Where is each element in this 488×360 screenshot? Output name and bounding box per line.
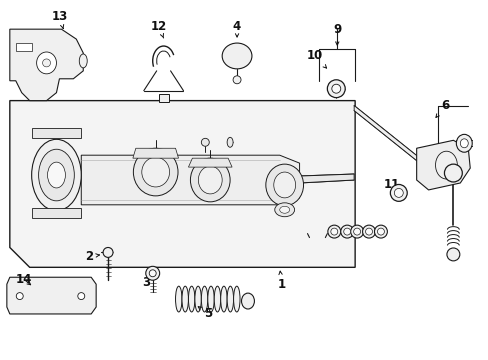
Ellipse shape	[265, 164, 303, 206]
Ellipse shape	[327, 225, 340, 238]
Polygon shape	[353, 105, 427, 170]
Text: 5: 5	[198, 307, 212, 320]
Ellipse shape	[273, 172, 295, 198]
Ellipse shape	[175, 286, 182, 312]
Ellipse shape	[389, 184, 407, 201]
Text: 13: 13	[51, 10, 67, 28]
Text: 1: 1	[277, 271, 285, 291]
Ellipse shape	[459, 139, 468, 148]
Text: 10: 10	[305, 49, 326, 68]
Polygon shape	[133, 148, 178, 158]
Ellipse shape	[226, 286, 233, 312]
Ellipse shape	[455, 134, 471, 152]
Polygon shape	[416, 140, 469, 190]
Text: 12: 12	[150, 20, 166, 38]
Ellipse shape	[393, 188, 403, 197]
Ellipse shape	[222, 43, 251, 69]
Polygon shape	[81, 155, 299, 205]
Bar	[158, 94, 168, 102]
Polygon shape	[10, 29, 83, 100]
Ellipse shape	[149, 270, 156, 277]
Ellipse shape	[343, 228, 350, 235]
Ellipse shape	[446, 248, 459, 261]
Polygon shape	[10, 100, 354, 267]
Polygon shape	[16, 43, 32, 51]
Text: 6: 6	[435, 99, 448, 117]
Ellipse shape	[374, 225, 386, 238]
Ellipse shape	[435, 151, 456, 179]
Ellipse shape	[133, 148, 178, 196]
Ellipse shape	[37, 52, 56, 74]
Ellipse shape	[241, 293, 254, 309]
Text: 8: 8	[454, 139, 468, 152]
Ellipse shape	[201, 286, 207, 312]
Ellipse shape	[188, 286, 195, 312]
Ellipse shape	[198, 166, 222, 194]
Text: 2: 2	[85, 250, 99, 263]
Ellipse shape	[233, 76, 241, 84]
Text: 11: 11	[383, 179, 399, 192]
Polygon shape	[32, 129, 81, 138]
Polygon shape	[7, 277, 96, 314]
Ellipse shape	[16, 293, 23, 300]
Ellipse shape	[214, 286, 220, 312]
Ellipse shape	[207, 286, 214, 312]
Ellipse shape	[233, 286, 240, 312]
Ellipse shape	[444, 164, 461, 182]
Ellipse shape	[350, 225, 363, 238]
Ellipse shape	[39, 149, 74, 201]
Ellipse shape	[279, 206, 289, 213]
Ellipse shape	[220, 286, 226, 312]
Ellipse shape	[182, 286, 188, 312]
Polygon shape	[188, 158, 232, 167]
Polygon shape	[32, 208, 81, 218]
Polygon shape	[299, 174, 353, 183]
Ellipse shape	[142, 157, 169, 187]
Ellipse shape	[79, 54, 87, 68]
Ellipse shape	[365, 228, 372, 235]
Ellipse shape	[42, 59, 50, 67]
Text: 7: 7	[431, 168, 445, 181]
Ellipse shape	[32, 139, 81, 211]
Ellipse shape	[330, 228, 337, 235]
Ellipse shape	[340, 225, 353, 238]
Text: 3: 3	[142, 272, 152, 289]
Ellipse shape	[226, 137, 233, 147]
Ellipse shape	[201, 138, 209, 146]
Ellipse shape	[353, 228, 360, 235]
Ellipse shape	[145, 266, 160, 280]
Ellipse shape	[326, 80, 345, 98]
Ellipse shape	[190, 158, 230, 202]
Text: 9: 9	[332, 23, 341, 45]
Text: 4: 4	[232, 20, 241, 37]
Ellipse shape	[103, 247, 113, 257]
Text: 14: 14	[16, 273, 32, 286]
Ellipse shape	[331, 84, 340, 93]
Ellipse shape	[274, 203, 294, 217]
Ellipse shape	[78, 293, 84, 300]
Ellipse shape	[377, 228, 384, 235]
Ellipse shape	[195, 286, 201, 312]
Ellipse shape	[362, 225, 375, 238]
Ellipse shape	[47, 162, 65, 188]
